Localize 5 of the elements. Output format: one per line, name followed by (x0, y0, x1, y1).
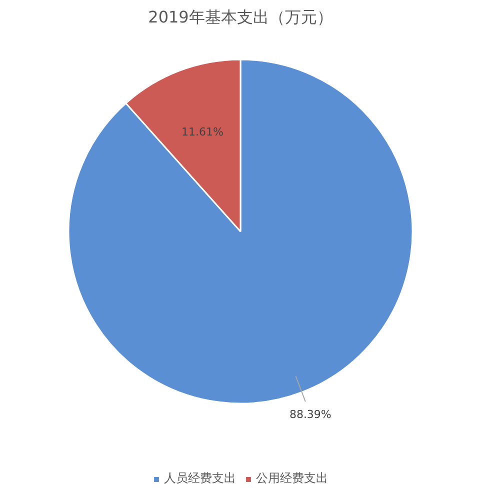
chart-title: 2019年基本支出（万元） (148, 8, 333, 26)
legend-label: 公用经费支出 (256, 470, 328, 487)
data-label: 11.61% (181, 125, 224, 138)
data-label: 88.39% (289, 408, 332, 422)
legend-label: 人员经费支出 (164, 470, 236, 487)
